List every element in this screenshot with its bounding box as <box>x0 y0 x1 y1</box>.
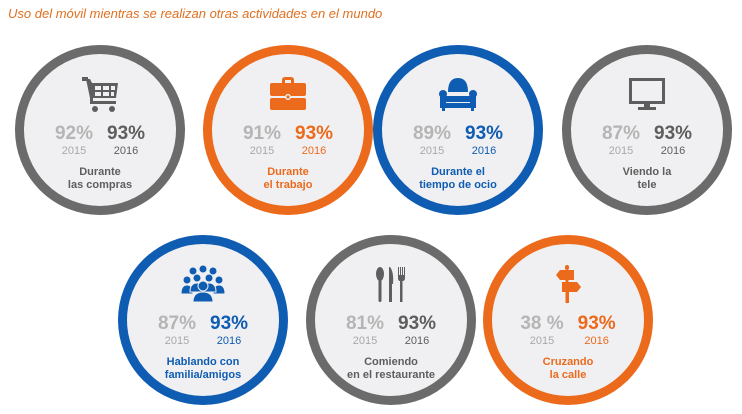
year-2016: 2016 <box>660 145 686 157</box>
year-2015: 2015 <box>529 335 555 347</box>
tv-icon <box>623 74 671 114</box>
year-2016: 2016 <box>113 145 139 157</box>
value-2015: 87% <box>601 123 640 144</box>
activity-label: Durante el trabajo <box>263 166 313 191</box>
activity-circle-restaurant: 81% 2015 93% 2016 Comiendo en el restaurant… <box>306 235 476 405</box>
activity-label: Durante el tiempo de ocio <box>419 166 497 191</box>
year-2015: 2015 <box>608 145 634 157</box>
value-2016: 93% <box>210 313 249 334</box>
activity-label: Comiendo en el restaurante <box>346 356 436 381</box>
activity-circle-family: 87% 2015 93% 2016 Hablando con familia/amig… <box>118 235 288 405</box>
activity-circle-tv: 87% 2015 93% 2016 Viendo la tele <box>562 45 732 215</box>
year-2016: 2016 <box>471 145 497 157</box>
signpost-icon <box>544 264 592 304</box>
activity-circle-leisure: 89% 2015 93% 2016 Durante el tiempo de ocio <box>373 45 543 215</box>
value-2015: 92% <box>54 123 93 144</box>
armchair-icon <box>434 74 482 114</box>
value-2015: 87% <box>157 313 196 334</box>
activity-label: Viendo la tele <box>622 166 672 191</box>
value-2015: 91% <box>242 123 281 144</box>
year-2015: 2015 <box>164 335 190 347</box>
year-2015: 2015 <box>352 335 378 347</box>
shopping-cart-icon <box>76 74 124 114</box>
activity-label: Durante las compras <box>67 166 133 191</box>
year-2015: 2015 <box>419 145 445 157</box>
year-2015: 2015 <box>249 145 275 157</box>
year-2015: 2015 <box>61 145 87 157</box>
year-2016: 2016 <box>404 335 430 347</box>
value-2015: 38 % <box>520 313 564 334</box>
value-2016: 93% <box>295 123 334 144</box>
year-2016: 2016 <box>301 145 327 157</box>
value-2016: 93% <box>654 123 693 144</box>
activity-circle-work: 91% 2015 93% 2016 Durante el trabajo <box>203 45 373 215</box>
activity-label: Cruzando la calle <box>542 356 594 381</box>
value-2016: 93% <box>107 123 146 144</box>
value-2015: 81% <box>345 313 384 334</box>
value-2015: 89% <box>412 123 451 144</box>
value-2016: 93% <box>577 313 616 334</box>
year-2016: 2016 <box>584 335 609 347</box>
activity-label: Hablando con familia/amigos <box>164 356 242 381</box>
value-2016: 93% <box>398 313 437 334</box>
activity-circle-crossing: 38 % 2015 93% 2016 Cruzando la calle <box>483 235 653 405</box>
briefcase-icon <box>264 74 312 114</box>
cutlery-icon <box>367 264 415 304</box>
page-title: Uso del móvil mientras se realizan otras… <box>8 6 383 21</box>
value-2016: 93% <box>465 123 504 144</box>
year-2016: 2016 <box>216 335 242 347</box>
people-group-icon <box>179 264 227 304</box>
activity-circle-shopping: 92% 2015 93% 2016 Durante las compras <box>15 45 185 215</box>
